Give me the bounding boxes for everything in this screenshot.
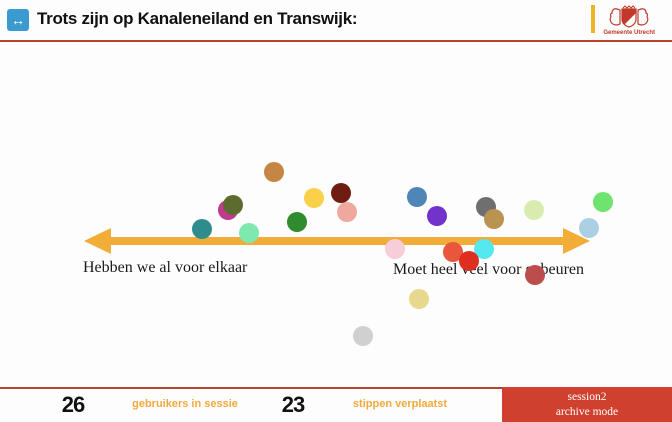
dot[interactable] <box>524 200 544 220</box>
arrow-glyph: ↔ <box>11 12 25 28</box>
dot[interactable] <box>223 195 243 215</box>
logo: Gemeente Utrecht <box>591 5 655 36</box>
dot[interactable] <box>264 162 284 182</box>
session-mode-badge: session2 archive mode <box>502 387 672 422</box>
header-divider <box>0 40 672 42</box>
users-count: 26 <box>61 392 85 417</box>
dot[interactable] <box>484 209 504 229</box>
left-right-arrow-icon: ↔ <box>7 9 29 31</box>
archive-mode-label: archive mode <box>555 405 619 418</box>
footer: 26 gebruikers in sessie 23 stippen verpl… <box>0 387 672 422</box>
dot[interactable] <box>474 239 494 259</box>
dot[interactable] <box>593 192 613 212</box>
dot[interactable] <box>287 212 307 232</box>
utrecht-crest-icon <box>609 5 649 28</box>
dot[interactable] <box>427 206 447 226</box>
session-name: session2 <box>567 390 607 403</box>
dot[interactable] <box>459 251 479 271</box>
axis-label-left: Hebben we al voor elkaar <box>83 259 248 276</box>
axis-label-right: Moet heel veel voor gebeuren <box>393 261 585 278</box>
dot[interactable] <box>353 326 373 346</box>
dot[interactable] <box>385 239 405 259</box>
dot[interactable] <box>443 242 463 262</box>
logo-text: Gemeente Utrecht <box>603 30 655 36</box>
dot[interactable] <box>525 265 545 285</box>
dot[interactable] <box>579 218 599 238</box>
logo-yellow-bar <box>591 5 596 33</box>
page-title: Trots zijn op Kanaleneiland en Transwijk… <box>37 9 358 28</box>
axis-arrow-line <box>106 237 568 245</box>
dot[interactable] <box>337 202 357 222</box>
dot[interactable] <box>407 187 427 207</box>
dot[interactable] <box>192 219 212 239</box>
dots-moved-count: 23 <box>281 392 305 417</box>
dot[interactable] <box>239 223 259 243</box>
header: ↔ Trots zijn op Kanaleneiland en Transwi… <box>0 0 672 40</box>
dot[interactable] <box>331 183 351 203</box>
users-count-label: gebruikers in sessie <box>132 398 238 410</box>
dot[interactable] <box>304 188 324 208</box>
dots-moved-label: stippen verplaatst <box>352 398 448 410</box>
axis-canvas: Hebben we al voor elkaar Moet heel veel … <box>0 42 672 387</box>
dot[interactable] <box>409 289 429 309</box>
